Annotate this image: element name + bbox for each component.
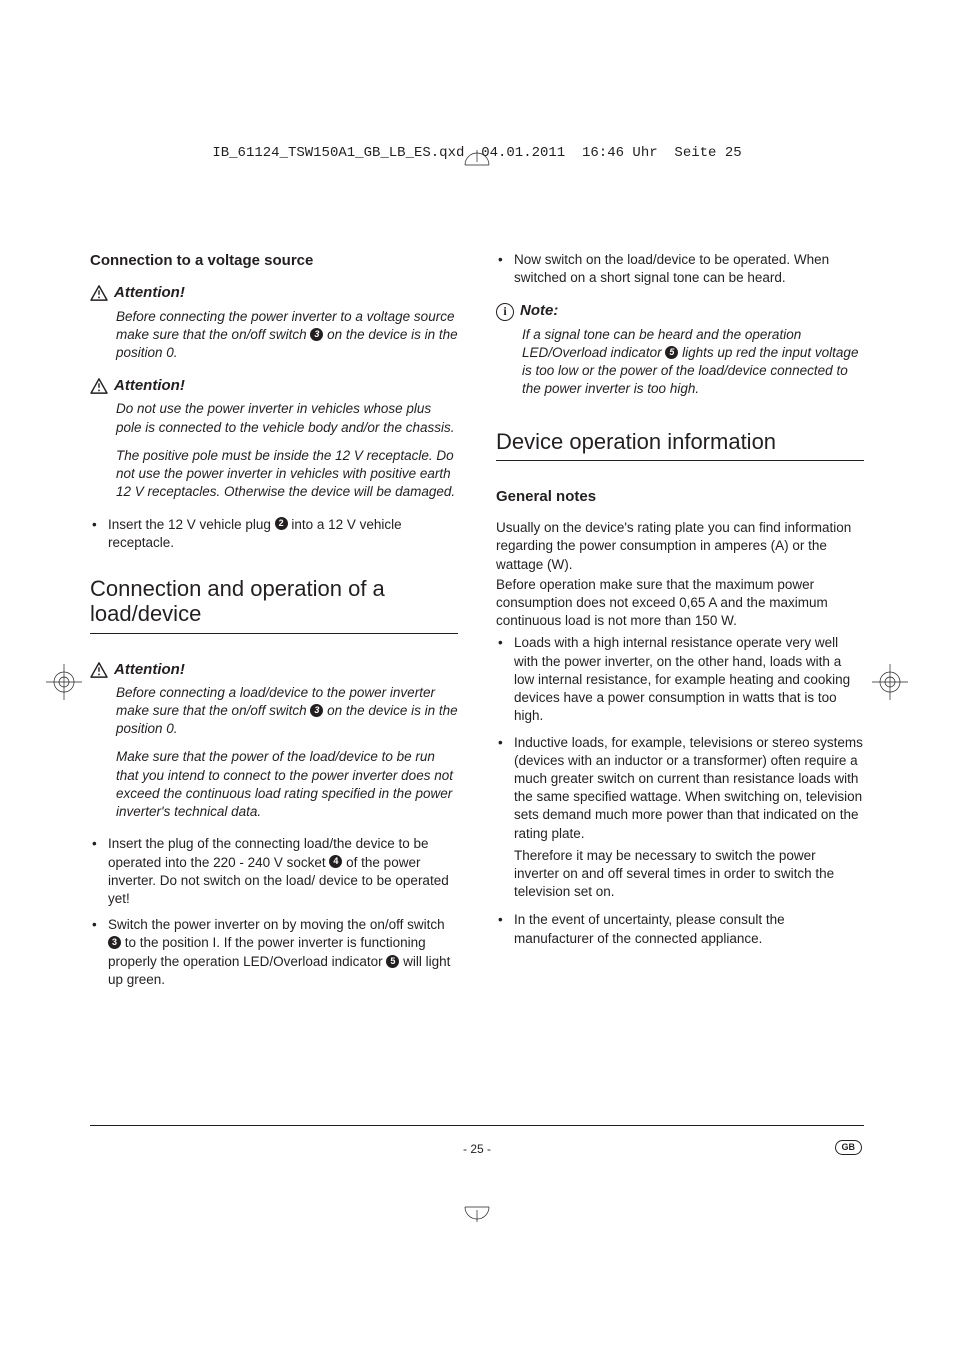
ref-badge-3: 3 bbox=[310, 328, 323, 341]
warning-triangle-icon bbox=[90, 660, 108, 680]
ref-badge-3: 3 bbox=[108, 936, 121, 949]
warning-triangle-icon bbox=[90, 283, 108, 303]
note-label: Note: bbox=[520, 301, 558, 321]
page-number: - 25 - bbox=[0, 1142, 954, 1156]
left-column: Connection to a voltage source Attention… bbox=[90, 251, 458, 1003]
ref-badge-3: 3 bbox=[310, 704, 323, 717]
content-columns: Connection to a voltage source Attention… bbox=[90, 251, 864, 1003]
warning-triangle-icon bbox=[90, 376, 108, 396]
crop-mark-top bbox=[462, 150, 492, 185]
page: IB_61124_TSW150A1_GB_LB_ES.qxd 04.01.201… bbox=[0, 0, 954, 1350]
attention-body-2: Do not use the power inverter in vehicle… bbox=[116, 400, 458, 501]
list-item: Insert the 12 V vehicle plug 2 into a 12… bbox=[90, 516, 458, 552]
attention-label: Attention! bbox=[114, 660, 185, 680]
bullet-list: Insert the plug of the connecting load/t… bbox=[90, 835, 458, 989]
attention-label: Attention! bbox=[114, 283, 185, 303]
attention-heading: Attention! bbox=[90, 283, 458, 303]
attention-body-3: Before connecting a load/device to the p… bbox=[116, 684, 458, 822]
attention-body-1: Before connecting the power inverter to … bbox=[116, 308, 458, 363]
ref-badge-5: 5 bbox=[665, 346, 678, 359]
right-column: Now switch on the load/device to be oper… bbox=[496, 251, 864, 1003]
language-badge: GB bbox=[835, 1140, 863, 1155]
paragraph: Before operation make sure that the maxi… bbox=[496, 576, 864, 631]
registration-mark-icon bbox=[44, 662, 84, 702]
ref-badge-4: 4 bbox=[329, 855, 342, 868]
list-item: In the event of uncertainty, please cons… bbox=[496, 911, 864, 947]
list-item-continuation: Therefore it may be necessary to switch … bbox=[514, 847, 864, 902]
heading-general-notes: General notes bbox=[496, 487, 864, 507]
list-item: Loads with a high internal resistance op… bbox=[496, 634, 864, 725]
ref-badge-2: 2 bbox=[275, 517, 288, 530]
bullet-list: Now switch on the load/device to be oper… bbox=[496, 251, 864, 287]
heading-rule bbox=[496, 460, 864, 461]
registration-mark-icon bbox=[870, 662, 910, 702]
heading-rule bbox=[90, 633, 458, 634]
bullet-list: Loads with a high internal resistance op… bbox=[496, 634, 864, 948]
note-body: If a signal tone can be heard and the op… bbox=[522, 326, 864, 399]
list-item: Insert the plug of the connecting load/t… bbox=[90, 835, 458, 908]
heading-device-operation: Device operation information bbox=[496, 429, 864, 454]
attention-label: Attention! bbox=[114, 376, 185, 396]
footer-rule bbox=[90, 1125, 864, 1126]
attention-heading: Attention! bbox=[90, 376, 458, 396]
ref-badge-5: 5 bbox=[386, 955, 399, 968]
attention-heading: Attention! bbox=[90, 660, 458, 680]
crop-mark-bottom bbox=[462, 1192, 492, 1227]
list-item: Inductive loads, for example, television… bbox=[496, 734, 864, 902]
heading-connection-load: Connection and operation of a load/devic… bbox=[90, 576, 458, 627]
paragraph: Usually on the device's rating plate you… bbox=[496, 519, 864, 574]
info-icon: i bbox=[496, 303, 514, 321]
note-heading: i Note: bbox=[496, 301, 864, 321]
list-item: Now switch on the load/device to be oper… bbox=[496, 251, 864, 287]
bullet-list: Insert the 12 V vehicle plug 2 into a 12… bbox=[90, 516, 458, 552]
list-item: Switch the power inverter on by moving t… bbox=[90, 916, 458, 989]
heading-connection-voltage: Connection to a voltage source bbox=[90, 251, 458, 271]
